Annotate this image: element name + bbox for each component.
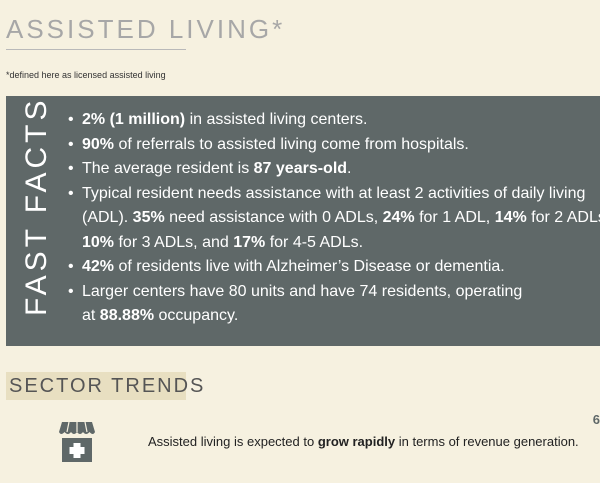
fast-fact-highlight: 10% bbox=[82, 233, 115, 251]
fast-facts-panel: FAST FACTS 2% (1 million) in assisted li… bbox=[6, 96, 600, 346]
fast-fact-text: occupancy. bbox=[154, 307, 239, 324]
fast-fact-item: Larger centers have 80 units and have 74… bbox=[68, 280, 600, 329]
sector-trend-statement: Assisted living is expected to grow rapi… bbox=[148, 434, 579, 449]
fast-fact-highlight: 35% bbox=[132, 209, 165, 226]
fast-fact-text: for 3 ADLs, and bbox=[114, 233, 234, 251]
title-divider bbox=[6, 49, 186, 50]
footnote: *defined here as licensed assisted livin… bbox=[6, 70, 166, 80]
fast-fact-highlight: 42% bbox=[82, 258, 115, 275]
fast-fact-item: 90% of referrals to assisted living come… bbox=[68, 133, 600, 158]
fast-fact-item: Typical resident needs assistance with a… bbox=[68, 182, 600, 256]
fast-fact-highlight: 24% bbox=[382, 209, 415, 226]
fast-fact-highlight: 14% bbox=[494, 209, 527, 226]
sector-trends-heading: SECTOR TRENDS bbox=[6, 372, 203, 400]
trend-text: Assisted living is expected to bbox=[148, 434, 318, 449]
fast-fact-text: Larger centers have 80 units and have 74… bbox=[82, 282, 523, 300]
trend-highlight: grow rapidly bbox=[317, 434, 396, 449]
page-title: ASSISTED LIVING* bbox=[6, 14, 286, 44]
fast-fact-text: The average resident is bbox=[82, 160, 254, 177]
fast-fact-text: in assisted living centers. bbox=[185, 111, 368, 128]
fast-fact-text: of referrals to assisted living come fro… bbox=[114, 135, 469, 153]
fast-fact-highlight: 17% bbox=[233, 233, 266, 251]
fast-fact-highlight: 90% bbox=[82, 135, 115, 153]
fast-fact-text: need assistance with 0 ADLs, bbox=[164, 209, 383, 226]
fast-fact-text: (ADL). bbox=[82, 209, 133, 226]
fast-fact-text: of residents live with Alzheimer’s Disea… bbox=[114, 258, 505, 275]
fast-fact-text: at bbox=[82, 307, 100, 324]
fast-facts-list: 2% (1 million) in assisted living center… bbox=[68, 108, 600, 329]
fast-fact-highlight: 2% (1 million) bbox=[82, 111, 186, 128]
fast-fact-text: for 4-5 ADLs. bbox=[265, 233, 364, 251]
trend-text: in terms of revenue generation. bbox=[395, 434, 579, 449]
fast-facts-label: FAST FACTS bbox=[20, 96, 53, 317]
fast-fact-text: . bbox=[347, 160, 352, 177]
fast-fact-item: 2% (1 million) in assisted living center… bbox=[68, 108, 600, 133]
store-icon bbox=[59, 421, 95, 462]
fast-fact-text: for 1 ADL, bbox=[414, 209, 495, 226]
fast-fact-text: for 2 ADLs, bbox=[531, 209, 600, 226]
fast-fact-item: 42% of residents live with Alzheimer’s D… bbox=[68, 255, 600, 280]
fast-fact-item: The average resident is 87 years-old. bbox=[68, 157, 600, 182]
page-number: 6 bbox=[592, 412, 600, 427]
fast-fact-text: Typical resident needs assistance with a… bbox=[82, 184, 586, 202]
fast-fact-highlight: 88.88% bbox=[99, 307, 155, 324]
fast-fact-highlight: 87 years-old bbox=[253, 160, 348, 177]
